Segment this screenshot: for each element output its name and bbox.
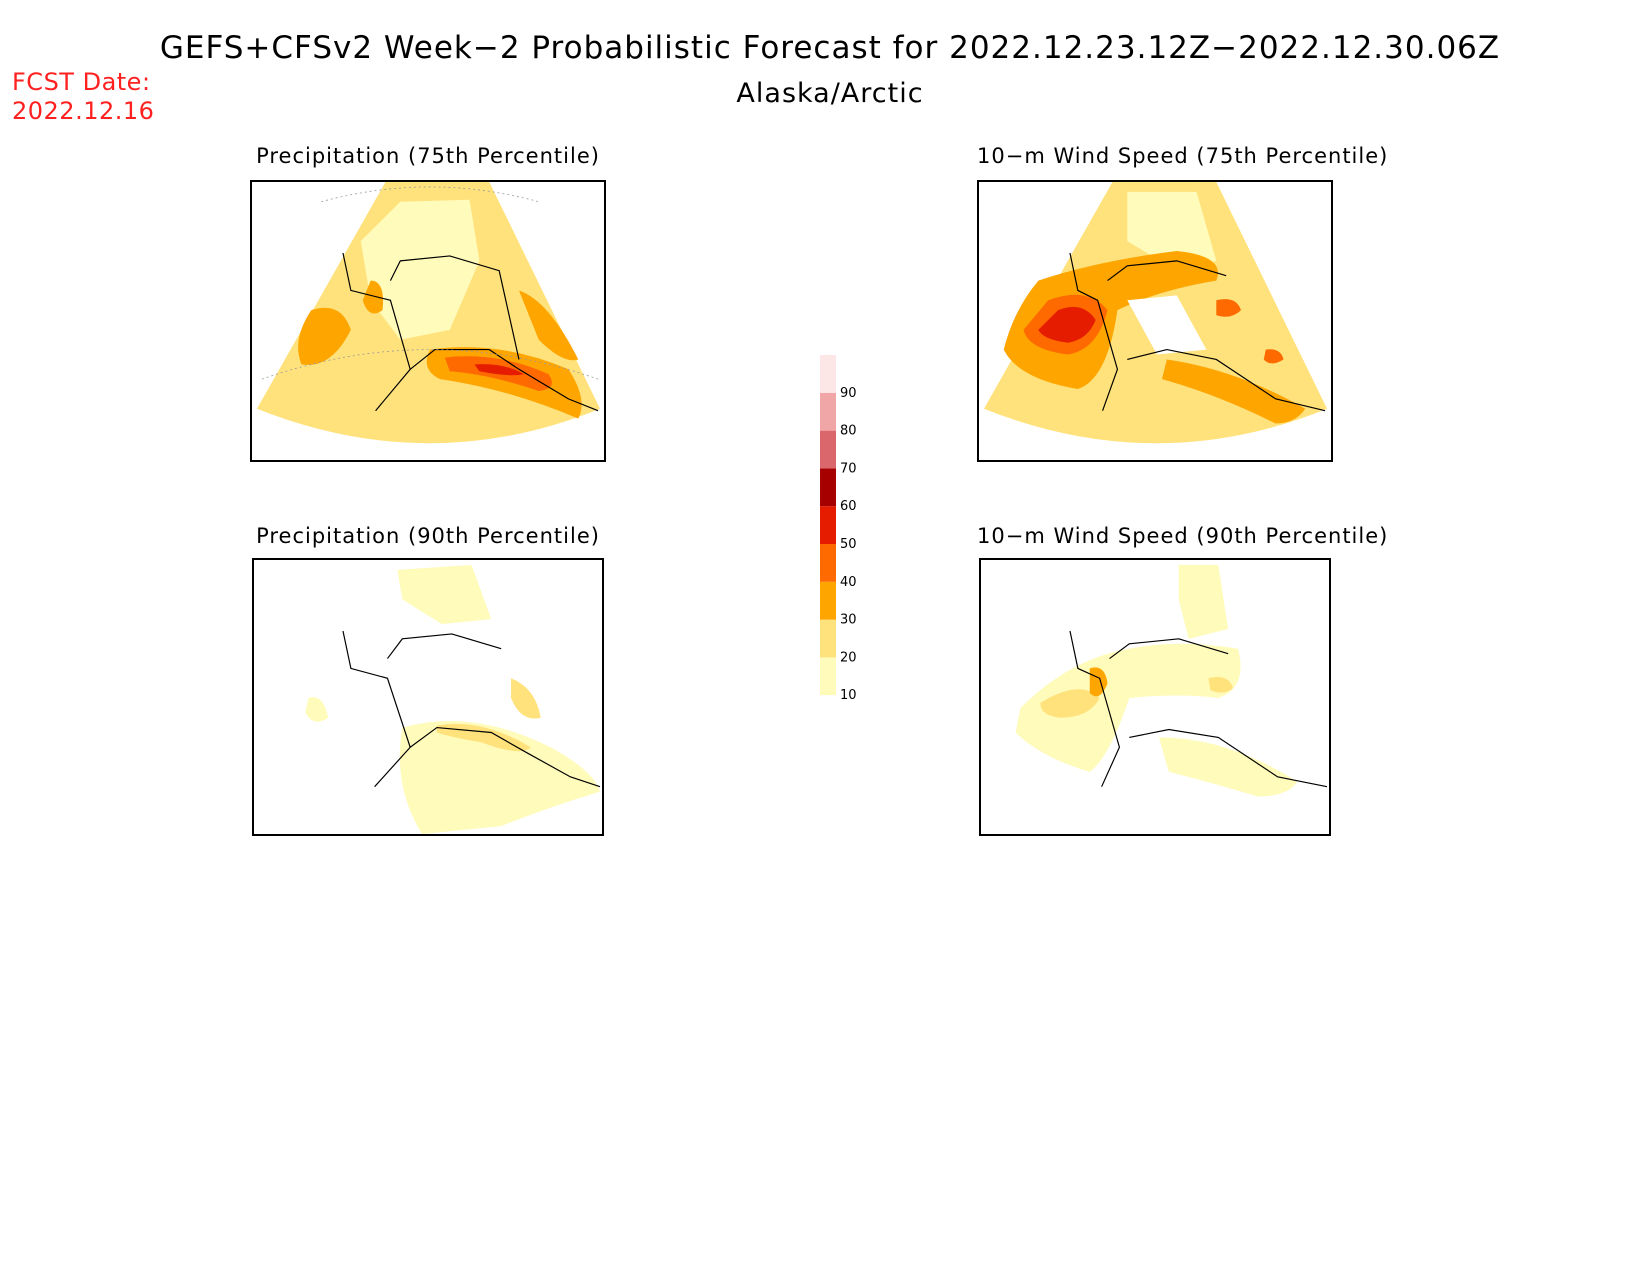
probability-shading-10 <box>305 697 329 722</box>
colorbar-label-80: 80 <box>840 424 857 439</box>
map-panel-precip90 <box>252 558 604 836</box>
forecast-date-label: FCST Date: <box>12 68 151 96</box>
probability-shading-30 <box>1003 251 1218 390</box>
map-panel-precip75 <box>250 180 606 462</box>
probability-shading-30 <box>298 307 351 365</box>
probability-shading-10 <box>1178 564 1229 639</box>
coastline <box>1069 252 1326 412</box>
probability-shading-20 <box>511 678 541 719</box>
colorbar-label-10: 10 <box>840 688 857 703</box>
forecast-date-value: 2022.12.16 <box>12 97 155 125</box>
colorbar-box-4 <box>820 506 836 544</box>
map-wind90 <box>1015 564 1328 797</box>
panel-title-precip90: Precipitation (90th Percentile) <box>256 524 600 548</box>
probability-shading-50 <box>474 364 524 376</box>
panel-title-wind90: 10−m Wind Speed (90th Percentile) <box>977 524 1389 548</box>
map-panel-wind90 <box>979 558 1331 836</box>
coastline <box>1069 630 1328 788</box>
probability-shading-50 <box>1038 306 1096 343</box>
map-panel-wind75 <box>977 180 1333 462</box>
probability-shading-10 <box>360 199 480 340</box>
probability-shading-10 <box>399 720 601 834</box>
colorbar-label-20: 20 <box>840 650 857 665</box>
forecast-date-block: FCST Date: 2022.12.16 <box>12 68 154 126</box>
probability-shading-20 <box>1208 677 1234 693</box>
probability-shading-30 <box>1161 359 1306 424</box>
probability-shading-10 <box>1015 643 1241 772</box>
colorbar-label-90: 90 <box>840 386 857 401</box>
graticule <box>261 186 599 380</box>
probability-shading-10 <box>1158 737 1298 797</box>
colorbar: 10 20 30 40 50 60 70 80 90 <box>820 355 857 703</box>
colorbar-box-7 <box>820 392 836 431</box>
probability-shading-none <box>1127 295 1207 355</box>
map-precip75 <box>256 182 601 444</box>
colorbar-label-30: 30 <box>840 613 857 628</box>
map-wind75 <box>983 182 1328 444</box>
probability-shading-30 <box>362 280 384 314</box>
colorbar-label-40: 40 <box>840 575 857 590</box>
colorbar-box-3 <box>820 544 836 582</box>
figure-title: GEFS+CFSv2 Week−2 Probabilistic Forecast… <box>159 30 1501 66</box>
colorbar-box-2 <box>820 581 836 620</box>
colorbar-label-50: 50 <box>840 537 857 552</box>
colorbar-box-1 <box>820 619 836 658</box>
colorbar-box-0 <box>820 657 836 696</box>
probability-shading-20 <box>436 723 531 752</box>
panel-title-precip75: Precipitation (75th Percentile) <box>256 144 600 168</box>
coastline <box>342 630 601 788</box>
probability-shading-40 <box>1216 299 1242 317</box>
probability-shading-30 <box>518 290 579 361</box>
colorbar-label-60: 60 <box>840 499 857 514</box>
probability-shading-10 <box>1127 191 1217 271</box>
coastline <box>342 252 599 412</box>
colorbar-box-8 <box>820 355 836 393</box>
colorbar-box-6 <box>820 430 836 469</box>
probability-shading-10 <box>397 564 492 625</box>
colorbar-label-70: 70 <box>840 461 857 476</box>
figure-subtitle: Alaska/Arctic <box>736 78 924 109</box>
panel-title-wind75: 10−m Wind Speed (75th Percentile) <box>977 144 1389 168</box>
colorbar-box-5 <box>820 468 836 507</box>
probability-shading-20 <box>1040 689 1100 718</box>
map-precip90 <box>305 564 601 834</box>
probability-shading-40 <box>1263 349 1284 364</box>
